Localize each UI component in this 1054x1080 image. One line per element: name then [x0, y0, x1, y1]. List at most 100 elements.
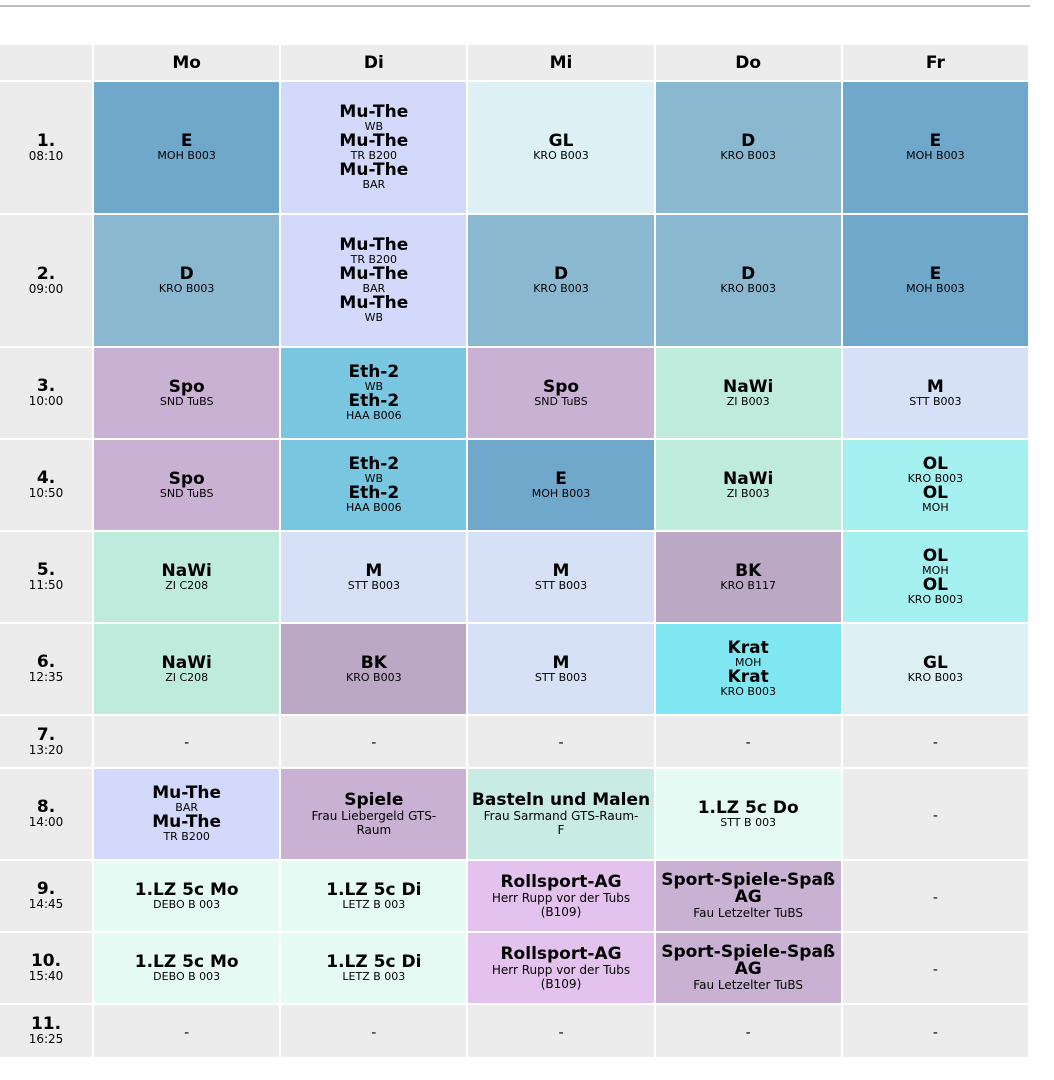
period-row: 10. 15:40 1.LZ 5c Mo DEBO B 003 1.LZ 5c Di LE… — [0, 933, 1028, 1003]
lesson-info: SND TuBS — [159, 394, 214, 408]
lesson-cell-mo[interactable]: NaWi ZI C208 — [94, 532, 280, 622]
lesson-cell-fr[interactable]: - — [842, 933, 1028, 1003]
lesson-info: HAA B006 — [346, 501, 402, 514]
lesson-cell-fr[interactable]: M STT B003 — [842, 348, 1028, 438]
lesson-subject: NaWi — [723, 376, 774, 397]
lesson-cell-do[interactable]: 1.LZ 5c Do STT B 003 — [655, 769, 841, 859]
lesson-cell-di[interactable]: - — [281, 716, 467, 767]
lesson-subject: E — [180, 131, 193, 151]
lesson-info: STT B 003 — [720, 815, 777, 829]
lesson-cell-mi[interactable]: - — [468, 716, 654, 767]
lesson-subject: Krat — [727, 638, 769, 658]
lesson-cell-do[interactable]: - — [655, 716, 841, 767]
lesson-cell-mi[interactable]: Rollsport-AG Herr Rupp vor der Tubs (B109… — [468, 933, 654, 1003]
period-time: 15:40 — [28, 969, 64, 983]
lesson-subject: Spo — [542, 376, 580, 397]
lesson-cell-do[interactable]: BK KRO B117 — [655, 532, 841, 622]
lesson-cell-fr[interactable]: E MOH B003 — [842, 82, 1028, 213]
lesson-cell-mo[interactable]: - — [94, 716, 280, 767]
empty-slot-dash: - — [932, 889, 938, 906]
empty-slot-dash: - — [932, 807, 938, 824]
period-row: 5. 11:50 NaWi ZI C208 M STT B003 M STT B003 BK KR… — [0, 532, 1028, 622]
lesson-cell-fr[interactable]: - — [842, 861, 1028, 931]
lesson-cell-mi[interactable]: - — [468, 1005, 654, 1057]
lesson-cell-fr[interactable]: - — [842, 1005, 1028, 1057]
lesson-cell-fr[interactable]: GL KRO B003 — [842, 624, 1028, 714]
lesson-cell-di[interactable]: 1.LZ 5c Di LETZ B 003 — [281, 933, 467, 1003]
top-divider — [0, 5, 1030, 7]
lesson-cell-di[interactable]: Eth-2 WB Eth-2 HAA B006 — [281, 348, 467, 438]
lesson-cell-mi[interactable]: M STT B003 — [468, 532, 654, 622]
lesson-cell-mo[interactable]: Mu-The BAR Mu-The TR B200 — [94, 769, 280, 859]
lesson-cell-di[interactable]: - — [281, 1005, 467, 1057]
period-cell: 8. 14:00 — [0, 769, 93, 859]
lesson-cell-mo[interactable]: NaWi ZI C208 — [94, 624, 280, 714]
lesson-info: KRO B003 — [720, 685, 776, 698]
lesson-cell-mi[interactable]: M STT B003 — [468, 624, 654, 714]
lesson-cell-mo[interactable]: 1.LZ 5c Mo DEBO B 003 — [94, 861, 280, 931]
lesson-info: MOH B003 — [906, 149, 965, 162]
empty-slot-dash: - — [932, 735, 938, 751]
lesson-subject: NaWi — [161, 560, 212, 581]
lesson-cell-mi[interactable]: E MOH B003 — [468, 440, 654, 530]
lesson-cell-mi[interactable]: GL KRO B003 — [468, 82, 654, 213]
period-cell: 9. 14:45 — [0, 861, 93, 931]
lesson-subject: D — [179, 264, 194, 284]
lesson-info: ZI B003 — [726, 394, 770, 408]
lesson-cell-mi[interactable]: Rollsport-AG Herr Rupp vor der Tubs (B109… — [468, 861, 654, 931]
lesson-cell-di[interactable]: M STT B003 — [281, 532, 467, 622]
lesson-subject: 1.LZ 5c Mo — [134, 951, 239, 972]
lesson-cell-do[interactable]: NaWi ZI B003 — [655, 348, 841, 438]
lesson-cell-mo[interactable]: - — [94, 1005, 280, 1057]
lesson-cell-fr[interactable]: OL KRO B003 OL MOH — [842, 440, 1028, 530]
lesson-subject: GL — [548, 131, 574, 151]
period-time: 16:25 — [28, 1032, 64, 1046]
lesson-subject: Mu-The — [339, 160, 409, 180]
lesson-cell-mi[interactable]: D KRO B003 — [468, 215, 654, 346]
empty-slot-dash: - — [558, 1024, 564, 1041]
lesson-info: SND TuBS — [534, 394, 588, 408]
lesson-cell-do[interactable]: NaWi ZI B003 — [655, 440, 841, 530]
lesson-cell-do[interactable]: - — [655, 1005, 841, 1057]
lesson-info: KRO B003 — [907, 472, 964, 485]
period-time: 14:00 — [28, 815, 64, 829]
lesson-subject: Mu-The — [152, 812, 222, 832]
lesson-info: MOH B003 — [906, 282, 965, 295]
lesson-cell-do[interactable]: Sport-Spiele-Spaß AG Fau Letzelter TuBS — [655, 861, 841, 931]
period-row: 6. 12:35 NaWi ZI C208 BK KRO B003 M STT B003 Kra… — [0, 624, 1028, 714]
lesson-cell-fr[interactable]: - — [842, 769, 1028, 859]
lesson-cell-mo[interactable]: 1.LZ 5c Mo DEBO B 003 — [94, 933, 280, 1003]
lesson-info: STT B003 — [534, 670, 588, 684]
lesson-cell-di[interactable]: Eth-2 WB Eth-2 HAA B006 — [281, 440, 467, 530]
lesson-info: WB — [364, 472, 384, 485]
lesson-cell-di[interactable]: Spiele Frau Liebergeld GTS-Raum — [281, 769, 467, 859]
lesson-cell-do[interactable]: D KRO B003 — [655, 215, 841, 346]
lesson-cell-mo[interactable]: E MOH B003 — [94, 82, 280, 213]
lesson-cell-di[interactable]: Mu-The WB Mu-The TR B200 Mu-The BAR — [281, 82, 467, 213]
lesson-cell-di[interactable]: Mu-The TR B200 Mu-The BAR Mu-The WB — [281, 215, 467, 346]
lesson-cell-do[interactable]: D KRO B003 — [655, 82, 841, 213]
empty-slot-dash: - — [184, 735, 190, 751]
lesson-cell-mi[interactable]: Spo SND TuBS — [468, 348, 654, 438]
lesson-subject: 1.LZ 5c Mo — [134, 879, 239, 900]
lesson-cell-mi[interactable]: Basteln und Malen Frau Sarmand GTS-Raum-F — [468, 769, 654, 859]
lesson-cell-fr[interactable]: E MOH B003 — [842, 215, 1028, 346]
period-cell: 4. 10:50 — [0, 440, 93, 530]
lesson-cell-do[interactable]: Sport-Spiele-Spaß AG Fau Letzelter TuBS — [655, 933, 841, 1003]
lesson-cell-fr[interactable]: OL MOH OL KRO B003 — [842, 532, 1028, 622]
timetable: Mo Di Mi Do Fr 1. 08:10 E MOH B003 Mu-The WB M… — [0, 43, 1030, 1059]
lesson-cell-mo[interactable]: Spo SND TuBS — [94, 440, 280, 530]
lesson-info: KRO B003 — [533, 149, 589, 162]
period-time: 14:45 — [28, 897, 64, 911]
lesson-info: MOH — [922, 501, 949, 514]
period-cell: 7. 13:20 — [0, 716, 93, 767]
lesson-cell-di[interactable]: BK KRO B003 — [281, 624, 467, 714]
lesson-cell-fr[interactable]: - — [842, 716, 1028, 767]
lesson-subject: M — [552, 560, 570, 581]
lesson-cell-mo[interactable]: Spo SND TuBS — [94, 348, 280, 438]
lesson-subject: D — [741, 264, 756, 284]
lesson-cell-di[interactable]: 1.LZ 5c Di LETZ B 003 — [281, 861, 467, 931]
lesson-cell-do[interactable]: Krat MOH Krat KRO B003 — [655, 624, 841, 714]
lesson-info: Herr Rupp vor der Tubs (B109) — [491, 890, 631, 919]
lesson-cell-mo[interactable]: D KRO B003 — [94, 215, 280, 346]
